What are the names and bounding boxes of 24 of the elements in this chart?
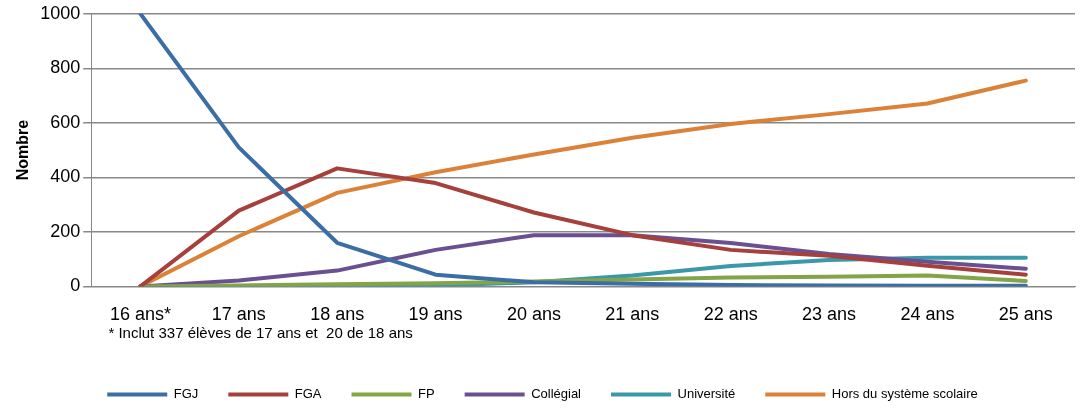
legend-label: FGA xyxy=(294,386,322,402)
y-tick-label: 1000 xyxy=(40,2,81,23)
text: * Inclut 337 élèves de 17 ans et 20 de 18 ans xyxy=(108,324,413,342)
legend-label: Université xyxy=(677,386,736,402)
x-tick-label: 20 ans xyxy=(506,304,561,325)
y-tick-label: 0 xyxy=(70,275,81,296)
x-tick-label: 25 ans xyxy=(998,304,1053,325)
x-tick-label: 22 ans xyxy=(703,304,758,325)
x-tick-label: 18 ans xyxy=(310,304,365,325)
legend-label: Hors du système scolaire xyxy=(831,386,978,402)
x-tick-label: 23 ans xyxy=(802,304,857,325)
x-tick-label: 24 ans xyxy=(900,304,955,325)
legend-label: FGJ xyxy=(173,386,199,402)
x-tick-label: 19 ans xyxy=(408,304,463,325)
x-tick-label: 21 ans xyxy=(605,304,660,325)
y-tick-label: 200 xyxy=(50,220,81,241)
y-tick-label: 600 xyxy=(50,111,81,132)
legend-label: FP xyxy=(418,386,435,402)
legend-label: Collégial xyxy=(531,386,582,402)
y-tick-label: 400 xyxy=(50,166,81,187)
y-tick-label: 800 xyxy=(50,57,81,78)
x-tick-label: 16 ans* xyxy=(109,304,171,325)
y-axis-title: Nombre xyxy=(14,119,32,181)
x-tick-label: 17 ans xyxy=(211,304,266,325)
